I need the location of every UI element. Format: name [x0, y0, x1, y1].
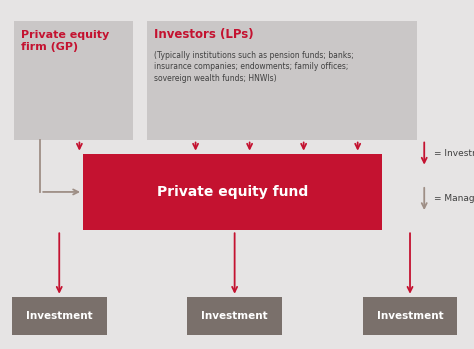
FancyBboxPatch shape	[83, 154, 382, 230]
Text: Investors (LPs): Investors (LPs)	[154, 28, 254, 41]
Text: Investment: Investment	[26, 311, 92, 321]
Text: Private equity fund: Private equity fund	[156, 185, 308, 199]
Text: Private equity
firm (GP): Private equity firm (GP)	[21, 30, 109, 52]
Text: Investment: Investment	[377, 311, 443, 321]
FancyBboxPatch shape	[14, 21, 133, 140]
Text: (Typically institutions such as pension funds; banks;
insurance companies; endow: (Typically institutions such as pension …	[154, 51, 354, 82]
FancyBboxPatch shape	[147, 21, 417, 140]
Text: = Investment: = Investment	[434, 149, 474, 158]
FancyBboxPatch shape	[187, 297, 282, 335]
Text: Investment: Investment	[201, 311, 268, 321]
FancyBboxPatch shape	[363, 297, 457, 335]
FancyBboxPatch shape	[12, 297, 107, 335]
Text: = Management: = Management	[434, 194, 474, 203]
